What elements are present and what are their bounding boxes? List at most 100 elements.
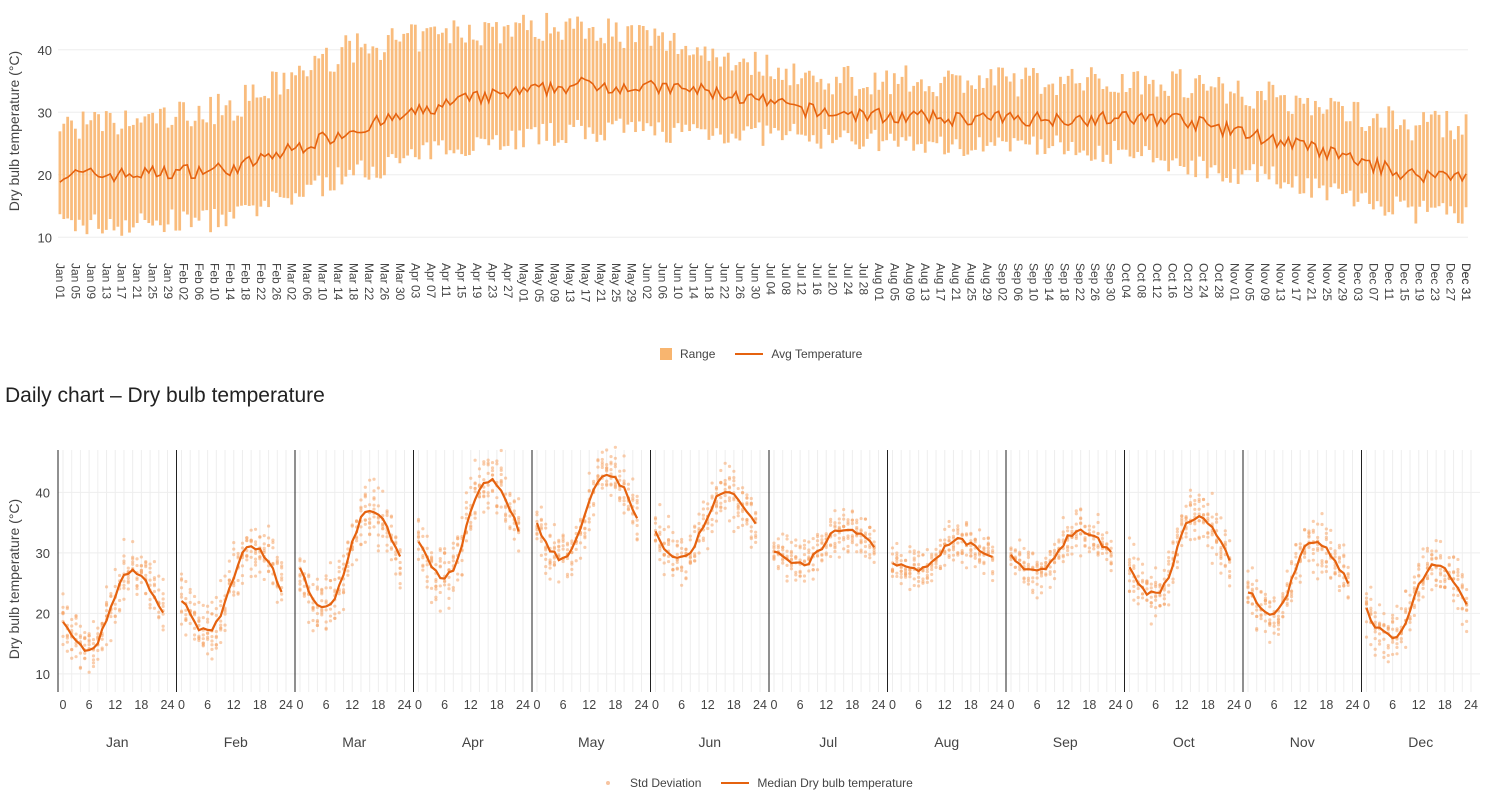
range-bar — [900, 76, 904, 138]
hourly-point — [389, 558, 394, 562]
hourly-point — [1158, 594, 1162, 598]
hourly-point — [1320, 559, 1324, 563]
hourly-point — [1395, 616, 1399, 621]
hourly-point — [1228, 574, 1232, 578]
hourly-point — [1210, 546, 1214, 550]
hourly-point — [1408, 620, 1412, 625]
hourly-point — [600, 483, 604, 487]
hourly-point — [789, 554, 794, 558]
hourly-point — [469, 525, 473, 529]
hourly-point — [837, 527, 841, 531]
hourly-point — [833, 541, 837, 546]
hour-tick-label: 24 — [1227, 698, 1241, 712]
hourly-point — [846, 518, 850, 522]
hourly-point — [714, 503, 719, 508]
hourly-point — [903, 573, 908, 577]
y-tick-label: 40 — [38, 43, 52, 58]
range-bar — [1004, 76, 1008, 142]
x-tick-label: Apr 27 — [501, 263, 515, 299]
hourly-point — [1456, 557, 1460, 562]
hourly-point — [253, 560, 258, 564]
hourly-point — [236, 591, 240, 595]
hourly-point — [495, 504, 499, 509]
hourly-point — [631, 493, 635, 497]
hourly-point — [794, 538, 798, 542]
hourly-point — [1154, 606, 1158, 610]
hourly-point — [1044, 572, 1048, 576]
hourly-point — [1320, 546, 1324, 550]
hourly-point — [1105, 542, 1109, 547]
hourly-point — [1324, 531, 1328, 535]
hourly-point — [802, 543, 807, 547]
hourly-point — [548, 577, 552, 581]
hourly-point — [1201, 513, 1206, 517]
hourly-point — [723, 487, 727, 492]
legend-median[interactable]: Median Dry bulb temperature — [721, 776, 913, 790]
hourly-point — [416, 557, 421, 561]
range-bar — [1422, 112, 1425, 201]
hourly-point — [473, 486, 477, 490]
hour-tick-label: 18 — [490, 698, 504, 712]
hourly-point — [947, 538, 951, 543]
legend-avg[interactable]: Avg Temperature — [735, 347, 862, 361]
hourly-point — [206, 617, 210, 621]
hourly-point — [842, 507, 846, 512]
hourly-point — [789, 558, 794, 562]
hourly-point — [443, 547, 447, 551]
hourly-point — [570, 567, 574, 572]
hourly-point — [754, 512, 758, 516]
range-bar — [128, 126, 131, 233]
hour-tick-label: 6 — [441, 698, 448, 712]
range-bar — [931, 92, 935, 143]
x-tick-label: Mar 02 — [285, 263, 299, 301]
hourly-point — [1083, 543, 1087, 548]
hourly-point — [609, 472, 613, 476]
range-bar — [881, 81, 885, 142]
hourly-point — [486, 483, 490, 487]
hourly-point — [1311, 570, 1315, 574]
hourly-point — [131, 540, 135, 544]
range-bar — [278, 94, 282, 198]
range-bar — [962, 92, 966, 156]
range-bar — [1059, 76, 1062, 143]
x-tick-label: Nov 13 — [1274, 263, 1288, 301]
range-bar — [630, 25, 634, 123]
hourly-point — [723, 478, 727, 483]
hourly-point — [315, 623, 320, 627]
hourly-point — [275, 558, 279, 562]
hourly-point — [333, 577, 337, 582]
x-tick-label: Jun 22 — [717, 263, 731, 299]
x-tick-label: Nov 09 — [1258, 263, 1272, 301]
range-bar — [1271, 84, 1275, 167]
hourly-point — [613, 484, 617, 488]
legend-std[interactable]: Std Deviation — [594, 776, 701, 790]
range-bar — [892, 73, 896, 141]
hourly-point — [609, 454, 613, 459]
hourly-point — [425, 579, 429, 583]
range-bar — [1294, 95, 1298, 177]
range-bar — [73, 128, 77, 232]
hourly-point — [486, 501, 490, 505]
hourly-point — [1109, 569, 1113, 573]
hourly-point — [1298, 545, 1302, 549]
hourly-point — [328, 619, 333, 623]
hourly-point — [109, 592, 113, 596]
hourly-point — [1324, 564, 1328, 569]
hourly-point — [570, 539, 574, 543]
hourly-point — [1425, 546, 1430, 550]
range-bar — [151, 112, 155, 226]
hourly-point — [653, 539, 658, 543]
hourly-point — [341, 554, 346, 558]
hourly-point — [1162, 597, 1166, 601]
hourly-point — [986, 543, 990, 547]
hourly-point — [1096, 512, 1100, 517]
hourly-point — [381, 526, 385, 531]
range-bar — [510, 36, 514, 131]
hourly-point — [1272, 599, 1276, 603]
hourly-point — [438, 590, 442, 595]
range-bar — [220, 115, 224, 215]
hourly-point — [565, 543, 570, 547]
hourly-point — [1057, 553, 1061, 558]
legend-range[interactable]: Range — [660, 347, 715, 361]
hourly-point — [280, 561, 284, 565]
